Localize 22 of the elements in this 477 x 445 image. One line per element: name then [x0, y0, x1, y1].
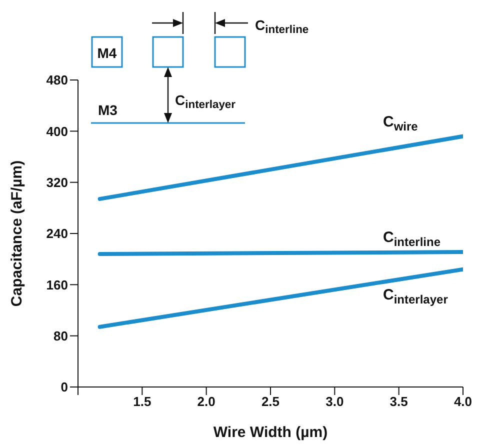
- x-tick-label: 3.5: [390, 394, 408, 410]
- series-label: C$_{wire}$: [383, 113, 418, 133]
- x-tick-label: 4.0: [454, 394, 472, 410]
- x-axis-title: Wire Width (µm): [213, 424, 328, 441]
- x-tick-label: 1.5: [133, 394, 152, 410]
- y-tick-label: 0: [60, 380, 68, 395]
- series-label: C$_{interlayer}$: [383, 286, 448, 306]
- y-axis-title: Capacitance (aF/µm): [8, 160, 26, 307]
- x-tick-label: 3.0: [326, 394, 344, 410]
- annotation: M3: [98, 102, 118, 118]
- y-tick-label: 480: [46, 72, 68, 88]
- text: C$_{interline}$: [255, 17, 309, 36]
- annotation: C$_{interlayer}$: [175, 92, 236, 112]
- y-tick-label: 320: [46, 174, 68, 190]
- series-label: C$_{interline}$: [383, 229, 441, 249]
- y-tick-label: 240: [46, 226, 68, 242]
- y-tick-label: 400: [46, 124, 68, 139]
- x-tick-label: 2.0: [197, 394, 216, 410]
- y-tick-label: 80: [54, 328, 68, 344]
- x-tick-label: 2.5: [261, 394, 280, 410]
- text: M4: [97, 45, 117, 61]
- y-tick-label: 160: [46, 277, 68, 292]
